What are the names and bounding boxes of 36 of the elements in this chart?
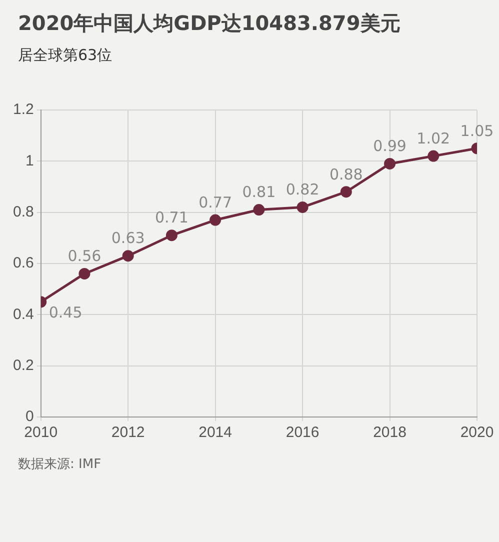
data-label: 0.82 xyxy=(286,180,320,199)
data-label: 0.63 xyxy=(111,229,145,248)
point xyxy=(253,204,265,216)
x-tick-label: 2020 xyxy=(460,424,494,442)
data-label: 0.56 xyxy=(68,247,102,266)
data-label: 0.81 xyxy=(242,183,276,202)
point xyxy=(122,250,134,262)
point xyxy=(340,186,352,198)
point xyxy=(428,150,440,162)
point xyxy=(78,268,90,280)
x-tick-label: 2014 xyxy=(198,424,232,442)
point xyxy=(210,214,222,226)
y-tick-label: 1 xyxy=(26,152,34,170)
chart-title: 2020年中国人均GDP达10483.879美元 xyxy=(18,10,400,37)
y-tick-label: 0 xyxy=(26,408,34,426)
data-label: 0.71 xyxy=(154,208,188,227)
y-tick-label: 0.2 xyxy=(12,356,34,374)
y-tick-label: 1.2 xyxy=(12,101,34,118)
data-label: 0.99 xyxy=(373,137,406,156)
data-label: 1.02 xyxy=(416,129,450,148)
data-label: 0.88 xyxy=(329,165,363,184)
chart-subtitle: 居全球第63位 xyxy=(18,46,112,65)
point xyxy=(384,158,396,170)
y-tick-label: 0.8 xyxy=(12,203,34,220)
x-tick-label: 2010 xyxy=(24,424,58,442)
data-label: 0.45 xyxy=(48,303,82,322)
y-tick-label: 0.6 xyxy=(12,254,34,272)
point xyxy=(296,201,308,213)
x-tick-label: 2018 xyxy=(373,424,406,442)
data-label: 0.77 xyxy=(198,193,232,212)
source-note: 数据来源: IMF xyxy=(18,456,102,473)
point xyxy=(166,230,178,242)
x-tick-label: 2012 xyxy=(111,424,145,442)
data-label: 1.05 xyxy=(460,122,494,140)
x-tick-label: 2016 xyxy=(286,424,320,442)
y-tick-label: 0.4 xyxy=(12,306,34,323)
